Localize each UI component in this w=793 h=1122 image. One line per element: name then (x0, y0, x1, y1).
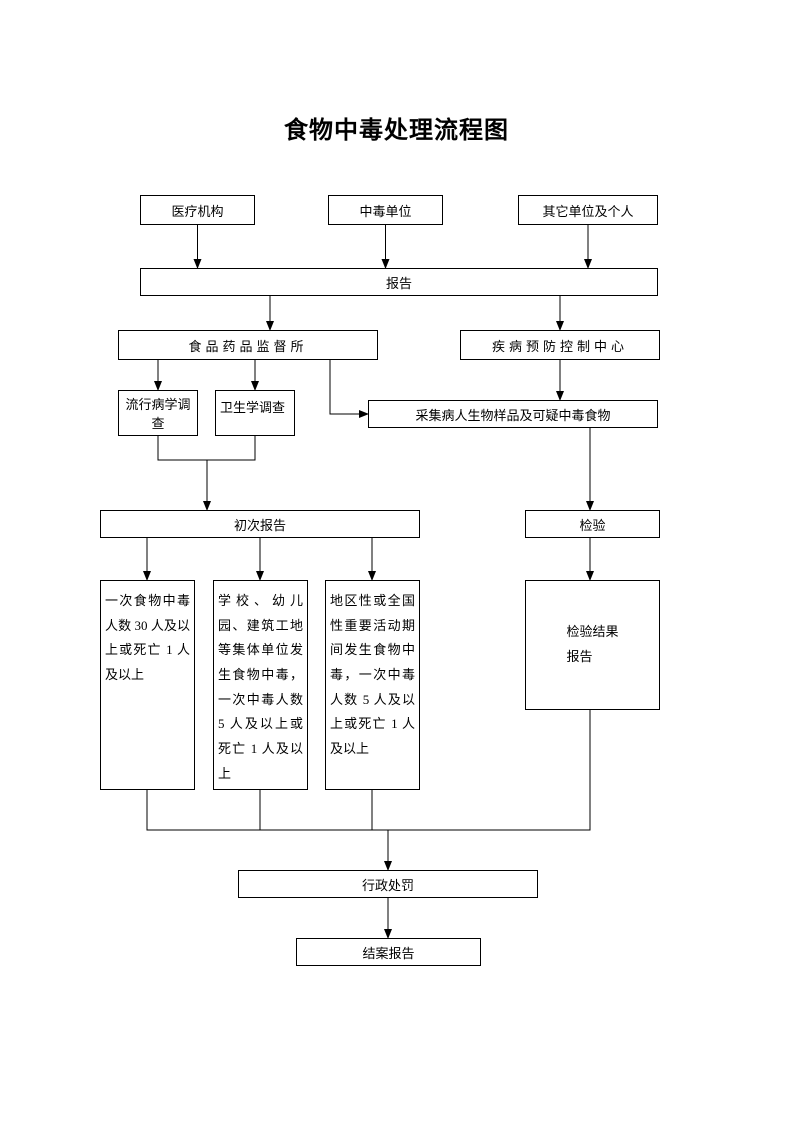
node-n5: 食品药品监督所 (118, 330, 378, 360)
node-n17: 结案报告 (296, 938, 481, 966)
connector (147, 790, 388, 830)
node-n11: 检验 (525, 510, 660, 538)
node-n4: 报告 (140, 268, 658, 296)
node-n2: 中毒单位 (328, 195, 443, 225)
node-n3: 其它单位及个人 (518, 195, 658, 225)
node-n1: 医疗机构 (140, 195, 255, 225)
node-n16: 行政处罚 (238, 870, 538, 898)
diagram-title: 食物中毒处理流程图 (0, 110, 793, 145)
connector (207, 436, 255, 460)
node-n14: 地区性或全国性重要活动期间发生食物中毒，一次中毒人数 5 人及以上或死亡 1 人… (325, 580, 420, 790)
node-n15: 检验结果报告 (525, 580, 660, 710)
node-n13: 学校、幼儿园、建筑工地等集体单位发生食物中毒，一次中毒人数 5 人及以上或死亡 … (213, 580, 308, 790)
node-n10: 初次报告 (100, 510, 420, 538)
node-n7: 流行病学调查 (118, 390, 198, 436)
node-n12: 一次食物中毒人数 30 人及以上或死亡 1 人及以上 (100, 580, 195, 790)
connector (158, 436, 207, 460)
connector (330, 360, 368, 414)
node-n9: 采集病人生物样品及可疑中毒食物 (368, 400, 658, 428)
node-n6: 疾病预防控制中心 (460, 330, 660, 360)
node-n8: 卫生学调查 (215, 390, 295, 436)
page: 食物中毒处理流程图 医疗机构 中毒单位 其它单位及个人报告食品药品监督所 疾病预防控制… (0, 0, 793, 1122)
